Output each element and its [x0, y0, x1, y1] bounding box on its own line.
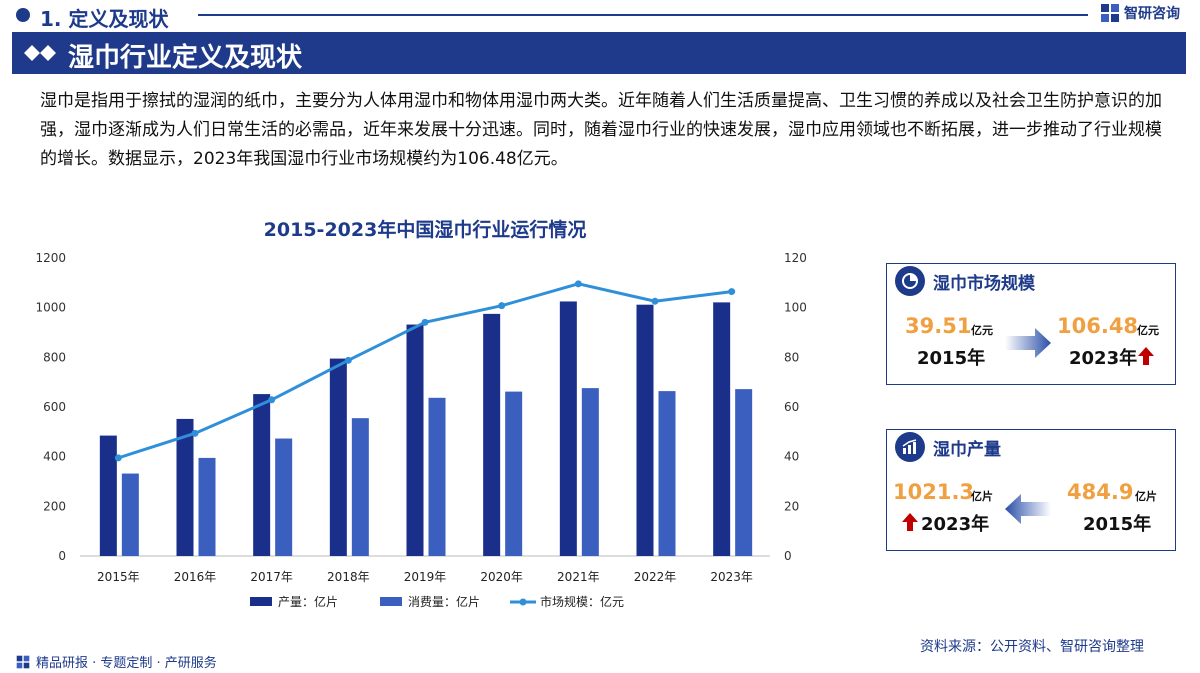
market-to-value: 106.48 [1057, 314, 1139, 338]
market-from-year: 2015年 [917, 348, 986, 369]
line-point [728, 288, 736, 296]
bar-production [483, 313, 501, 556]
description-paragraph: 湿巾是指用于擦拭的湿润的纸巾，主要分为人体用湿巾和物体用湿巾两大类。近年随着人们… [40, 91, 1162, 169]
bar-production [559, 301, 577, 556]
y-left-tick-label: 200 [43, 499, 66, 513]
output-card: 湿巾产量 1021.3 亿片 2023年 484.9 亿片 2015年 [886, 429, 1176, 551]
section-title: 1. 定义及现状 [40, 7, 169, 31]
output-from-value: 484.9 [1067, 480, 1134, 504]
bar-consumption [735, 389, 753, 556]
legend-label: 市场规模：亿元 [540, 594, 624, 609]
output-to-unit: 亿片 [971, 490, 993, 503]
legend-swatch [380, 597, 402, 606]
output-to-year: 2023年 [921, 514, 990, 535]
brand-logo-icon [1101, 4, 1119, 22]
bar-production [636, 304, 654, 556]
output-label: 湿巾产量 [933, 439, 1001, 460]
legend-marker [519, 598, 527, 606]
footer-tagline: 精品研报 · 专题定制 · 产研服务 [16, 652, 217, 671]
line-point [421, 318, 429, 326]
bar-production [713, 302, 731, 556]
market-to-year: 2023年 [1069, 348, 1138, 369]
line-point [191, 429, 199, 437]
brand-logo: 智研咨询 [1100, 3, 1180, 23]
market-to-unit: 亿元 [1137, 324, 1159, 337]
y-right-tick-label: 20 [784, 499, 799, 513]
chart-pie-icon [895, 266, 925, 296]
combo-chart: 0 200 400 600 800 1000 1200 0 20 40 60 80 100 120 2015… [35, 251, 807, 609]
top-bar: 1. 定义及现状 智研咨询 [0, 0, 1200, 31]
bar-consumption [275, 438, 293, 556]
market-from-value: 39.51 [905, 314, 972, 338]
arrow-left-icon [1005, 494, 1051, 524]
section-bullet [16, 8, 30, 22]
line-point [498, 302, 506, 310]
x-tick-label: 2020年 [480, 570, 523, 584]
market-from-unit: 亿元 [971, 324, 993, 337]
x-tick-label: 2021年 [557, 570, 600, 584]
y-left-tick-label: 600 [43, 400, 66, 414]
brand-name: 智研咨询 [1124, 6, 1180, 22]
bar-production [176, 418, 194, 556]
bar-consumption [198, 457, 216, 556]
x-tick-label: 2023年 [710, 570, 753, 584]
bar-production [253, 394, 271, 556]
market-size-label: 湿巾市场规模 [933, 273, 1035, 294]
x-tick-label: 2018年 [327, 570, 370, 584]
header-divider [198, 14, 1088, 16]
title-banner: 湿巾行业定义及现状 [12, 32, 1186, 74]
x-tick-label: 2016年 [174, 570, 217, 584]
bar-chart-icon [895, 432, 925, 462]
y-right-tick-label: 100 [784, 301, 807, 315]
output-from-year: 2015年 [1083, 514, 1152, 535]
legend-label: 消费量：亿片 [408, 594, 480, 609]
bar-consumption [581, 388, 599, 556]
banner-title: 湿巾行业定义及现状 [68, 43, 303, 73]
bar-consumption [658, 391, 676, 556]
output-from-unit: 亿片 [1135, 490, 1157, 503]
chart-title: 2015-2023年中国湿巾行业运行情况 [263, 219, 587, 241]
bar-consumption [121, 473, 139, 556]
market-size-card-header: 湿巾市场规模 [887, 264, 1047, 298]
line-point [344, 356, 352, 364]
diamond-icon [24, 45, 56, 61]
y-left-tick-label: 1000 [35, 301, 66, 315]
line-point [651, 297, 659, 305]
up-arrow-icon [1138, 347, 1154, 365]
y-right-tick-label: 60 [784, 400, 799, 414]
y-right-tick-label: 120 [784, 251, 807, 265]
y-left-tick-label: 0 [58, 549, 66, 563]
source-note: 资料来源：公开资料、智研咨询整理 [920, 639, 1144, 655]
y-right-tick-label: 40 [784, 450, 799, 464]
x-tick-label: 2022年 [634, 570, 677, 584]
x-tick-label: 2017年 [250, 570, 293, 584]
y-left-tick-label: 400 [43, 450, 66, 464]
bar-consumption [428, 397, 446, 556]
output-to-value: 1021.3 [893, 480, 975, 504]
y-right-tick-label: 0 [784, 549, 792, 563]
legend-swatch [250, 597, 272, 606]
legend-label: 产量：亿片 [278, 594, 338, 609]
bar-production [329, 358, 347, 556]
line-point [114, 454, 122, 462]
up-arrow-icon [902, 513, 918, 531]
line-point [574, 280, 582, 288]
footer-tagline-text: 精品研报 · 专题定制 · 产研服务 [36, 656, 217, 671]
market-size-card: 湿巾市场规模 39.51 亿元 2015年 106.48 亿元 2023年 [886, 263, 1176, 385]
line-point [268, 396, 276, 404]
bar-production [99, 435, 117, 556]
brand-logo-icon [16, 655, 30, 668]
bar-consumption [505, 391, 523, 556]
output-card-header: 湿巾产量 [887, 430, 1047, 464]
arrow-right-icon [1005, 328, 1051, 358]
y-left-tick-label: 800 [43, 350, 66, 364]
x-tick-label: 2019年 [404, 570, 447, 584]
y-left-tick-label: 1200 [35, 251, 66, 265]
y-right-tick-label: 80 [784, 350, 799, 364]
bar-production [406, 324, 424, 556]
x-tick-label: 2015年 [97, 570, 140, 584]
bar-consumption [351, 418, 369, 556]
